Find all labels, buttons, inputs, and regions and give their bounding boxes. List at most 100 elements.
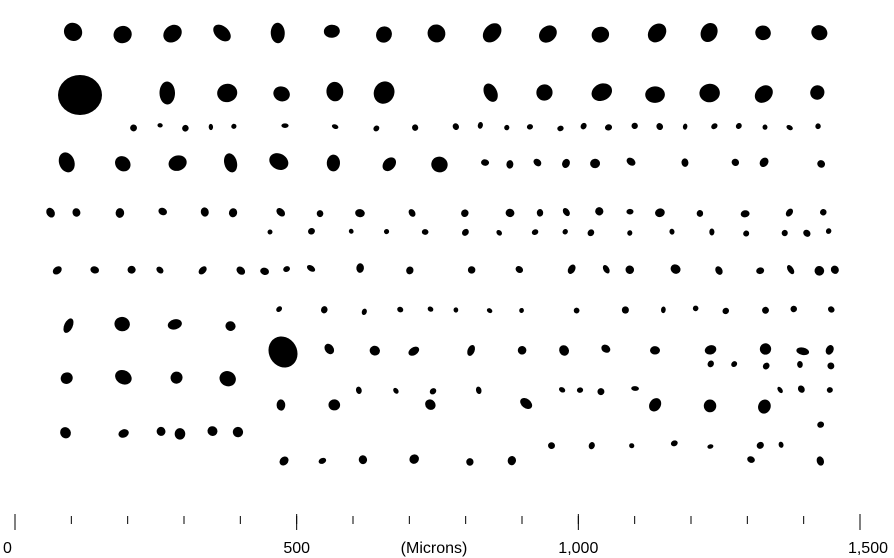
particle [129,123,138,132]
particle [259,267,270,276]
particle [589,158,600,169]
particle [468,266,476,274]
particle [424,21,449,46]
particle [466,458,474,466]
particle [786,124,794,131]
particle [466,344,477,357]
particle [655,122,664,131]
particle [181,124,190,133]
particle [813,264,827,277]
particle [155,425,167,437]
scale-tick-label: 1,500 [848,540,888,557]
scale-tick-label: 1,000 [558,540,598,557]
particle [533,81,556,104]
particle [710,122,719,130]
particle [115,208,124,218]
particle [271,84,292,104]
particle [781,229,789,237]
particle [746,455,756,464]
particle [706,359,715,368]
particle [486,307,493,314]
particle [206,424,219,437]
particle [481,81,501,104]
particle [561,158,572,170]
particle [331,123,339,129]
particle [797,361,803,369]
particle [266,150,291,173]
particle [270,23,285,44]
particle [536,22,561,46]
particle [547,441,556,450]
particle [127,265,136,274]
particle [714,265,724,276]
particle [590,25,611,44]
particle [167,318,183,331]
particle [669,262,683,275]
particle [704,344,718,356]
particle [307,227,316,236]
particle [631,386,639,391]
particle [328,399,341,412]
particle [505,208,516,218]
particle [751,82,776,107]
particle [506,160,514,169]
particle [320,305,328,314]
particle [267,229,272,234]
particle [275,206,287,218]
particle [661,306,666,313]
particle [407,208,417,218]
particle [730,157,740,167]
particle [742,229,750,237]
particle [755,440,765,450]
particle [452,122,460,131]
particle [627,230,633,237]
particle [51,264,63,276]
particle [228,207,238,218]
particle [231,425,245,439]
particle [696,209,704,217]
particle [217,368,238,388]
particle [355,208,366,217]
particle-image: (Microns) 05001,0001,500 [0,0,894,558]
particle [537,209,544,217]
particle [558,386,566,394]
particle [682,123,687,130]
particle [761,361,770,371]
particle [699,83,721,104]
particle [423,397,438,412]
particle [576,387,583,393]
particle [209,124,214,130]
particle [427,305,435,312]
particle [327,154,341,171]
particle [306,264,317,274]
particle [622,306,629,313]
particle [235,265,247,277]
particle [210,21,234,44]
particle [825,227,833,235]
particle [361,308,368,316]
particle [626,209,633,215]
particle [263,331,303,373]
particle [624,264,636,276]
particle [429,387,438,396]
particle [275,305,283,313]
particle [461,228,471,238]
particle [566,263,577,275]
particle [784,207,794,218]
particle [166,153,188,173]
particle [71,207,81,218]
particle [796,346,810,356]
particle [762,124,767,129]
particle [396,306,404,314]
particle [809,22,830,42]
scale-tick-label: 0 [3,540,12,557]
particle [90,265,100,274]
particle [157,123,163,128]
particle [475,386,482,395]
particle [758,156,771,169]
particle [647,396,664,414]
particle [824,344,835,356]
particle [573,307,580,314]
particle [322,342,336,356]
